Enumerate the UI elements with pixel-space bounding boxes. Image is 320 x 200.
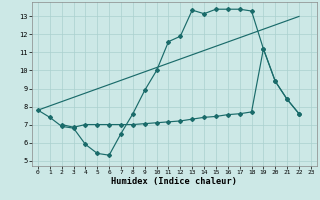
X-axis label: Humidex (Indice chaleur): Humidex (Indice chaleur) [111,177,237,186]
